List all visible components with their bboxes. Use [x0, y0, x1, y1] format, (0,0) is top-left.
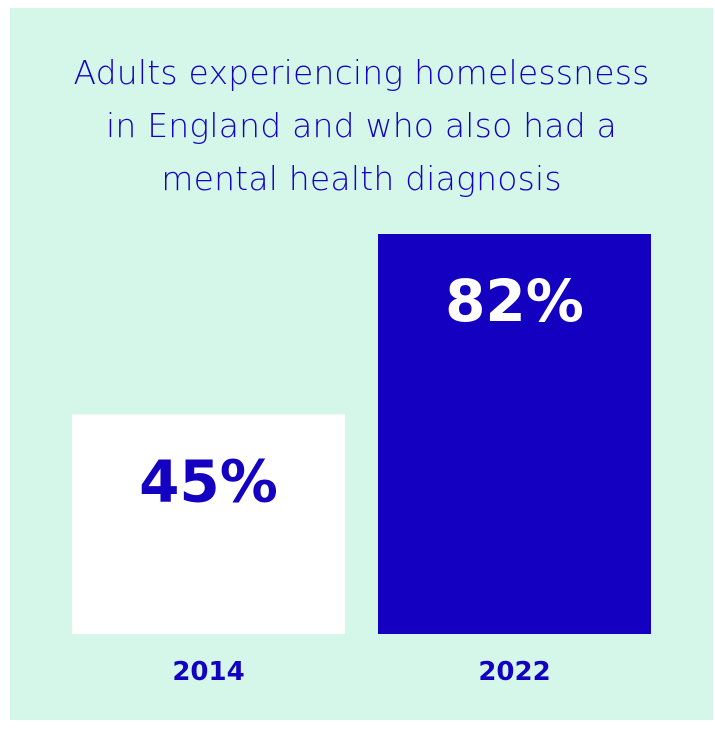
chart-title-line-2: in England and who also had a: [106, 106, 617, 145]
data-label-2022: 82%: [445, 267, 584, 335]
chart-panel: Adults experiencing homelessness in Engl…: [10, 8, 713, 720]
bar-chart: 45% 2014 82% 2022: [72, 234, 651, 687]
chart-title-line-1: Adults experiencing homelessness: [73, 53, 650, 92]
bar-2014: [72, 414, 345, 634]
chart-title: Adults experiencing homelessness in Engl…: [10, 46, 713, 205]
x-tick-label-2014: 2014: [172, 657, 244, 687]
chart-title-line-3: mental health diagnosis: [161, 159, 562, 198]
bar-2022: [378, 234, 651, 634]
x-tick-label-2022: 2022: [478, 657, 550, 687]
data-label-2014: 45%: [139, 447, 278, 515]
